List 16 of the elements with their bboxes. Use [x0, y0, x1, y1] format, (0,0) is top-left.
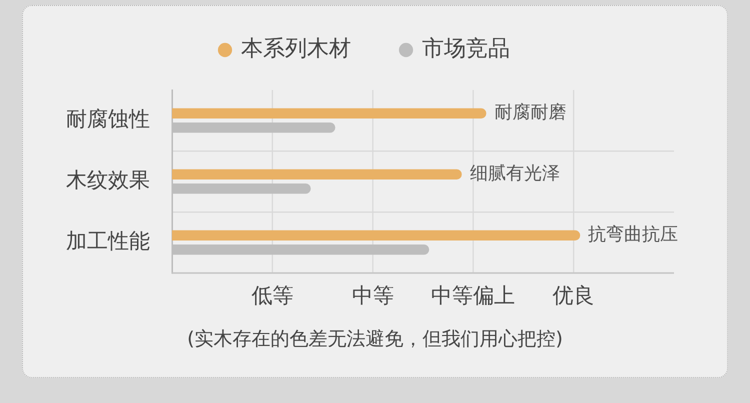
- bar: [172, 108, 486, 118]
- annotation: 抗弯曲抗压: [588, 224, 678, 246]
- bar: [172, 230, 580, 240]
- y-tick-label: 耐腐蚀性: [66, 106, 150, 131]
- text: 低等: [251, 283, 294, 308]
- legend-label: 本系列木材: [241, 36, 351, 62]
- annotation: 耐腐耐磨: [494, 102, 566, 124]
- text: 中等偏上: [431, 283, 516, 308]
- annotation: 细腻有光泽: [470, 163, 560, 184]
- text: 优良: [552, 283, 595, 308]
- legend-label: 市场竞品: [422, 36, 510, 62]
- y-tick-label: 木纹效果: [66, 168, 150, 192]
- bar: [172, 169, 462, 180]
- text: 中等: [352, 283, 394, 308]
- y-tick-label: 加工性能: [66, 228, 150, 253]
- text: (实木存在的色差无法避免，但我们用心把控): [187, 328, 563, 350]
